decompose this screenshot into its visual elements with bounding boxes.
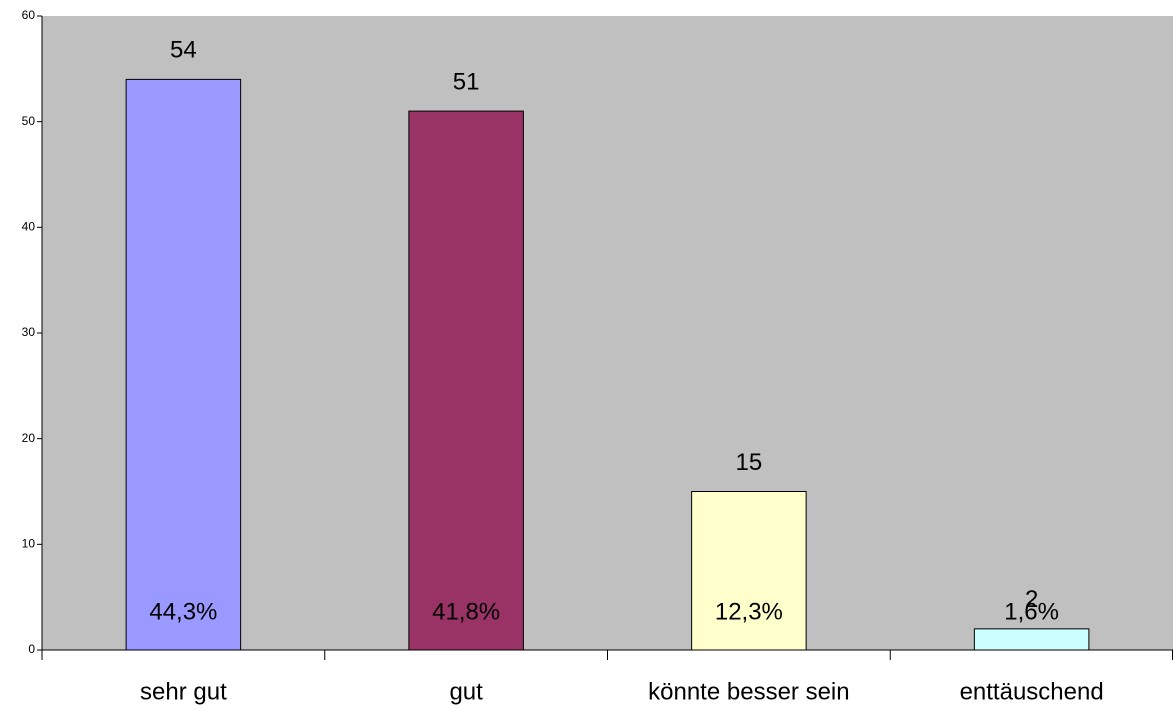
bar [973, 628, 1090, 651]
y-tick-label: 50 [22, 114, 36, 128]
x-tick-label: gut [449, 678, 483, 705]
bar [691, 491, 807, 651]
x-tick-label: enttäuschend [960, 678, 1104, 705]
bar [125, 78, 242, 651]
percent-label: 41,8% [432, 598, 500, 625]
percent-label: 44,3% [149, 598, 217, 625]
y-tick-label: 10 [22, 537, 36, 551]
y-tick-label: 40 [22, 220, 36, 234]
x-tick-label: könnte besser sein [648, 678, 849, 705]
value-label: 2 [1025, 586, 1038, 613]
y-tick-label: 20 [22, 431, 36, 445]
value-label: 54 [170, 37, 197, 64]
value-label: 15 [736, 449, 763, 476]
bar [408, 110, 524, 651]
y-tick-label: 0 [28, 642, 35, 656]
percent-label: 1,6% [1004, 598, 1059, 625]
percent-label: 12,3% [715, 598, 783, 625]
x-tick-label: sehr gut [140, 678, 227, 705]
y-tick-label: 60 [22, 8, 36, 22]
value-label: 51 [453, 68, 480, 95]
y-tick-label: 30 [22, 325, 36, 339]
